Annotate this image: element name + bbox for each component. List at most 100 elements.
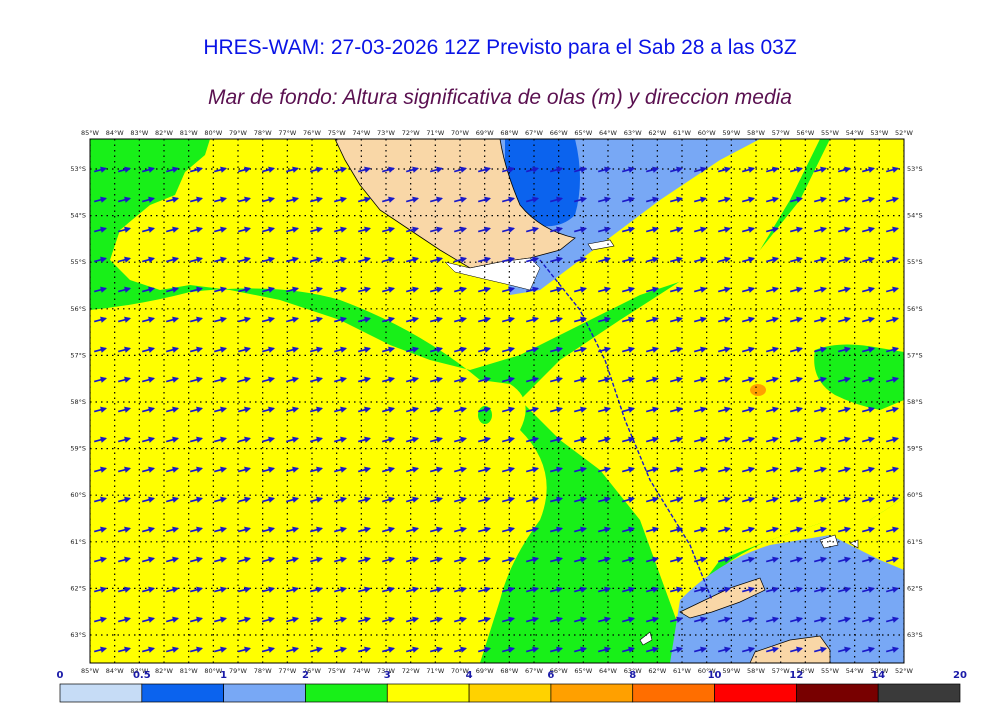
wave-arrow [189,436,204,443]
wave-arrow [453,616,468,623]
lon-label: 72°W [402,129,421,137]
land-islet-east [819,534,839,549]
wave-arrow [213,646,228,653]
wave-arrow [741,226,756,233]
wave-arrow [213,196,228,203]
wave-arrow [189,466,204,473]
wave-arrow [117,496,132,503]
wave-arrow [645,406,660,413]
wave-arrow [789,586,804,593]
wave-arrow [381,466,396,473]
wave-arrow [525,646,540,653]
wave-arrow [357,286,372,293]
wave-arrow [645,316,660,323]
lon-label: 52°W [895,129,914,137]
wave-arrow [645,226,660,233]
wave-direction-arrows [93,166,900,653]
wave-arrow [549,406,564,413]
wave-arrow [765,436,780,443]
wave-arrow [597,256,612,263]
lon-label: 79°W [229,129,248,137]
wave-arrow [525,526,540,533]
wave-arrow [765,616,780,623]
lon-label: 80°W [204,129,223,137]
wave-arrow [789,316,804,323]
wave-arrow [861,376,876,383]
wave-arrow [549,436,564,443]
wave-arrow [885,376,900,383]
wave-arrow [285,526,300,533]
wave-arrow [621,286,636,293]
map-frame [89,138,905,664]
lon-label: 63°W [624,667,643,675]
wave-arrow [861,436,876,443]
lon-label: 55°W [821,667,840,675]
wave-arrow [285,376,300,383]
wave-arrow [213,166,228,173]
lat-label: 56°S [907,305,923,313]
wave-arrow [309,436,324,443]
wave-arrow [813,196,828,203]
wave-arrow [885,466,900,473]
lon-label: 70°W [451,667,470,675]
wave-arrow [717,226,732,233]
wave-arrow [261,256,276,263]
wave-arrow [309,376,324,383]
wave-arrow [309,286,324,293]
wave-arrow [453,586,468,593]
wave-arrow [309,466,324,473]
wave-arrow [861,226,876,233]
wave-zone-0.5-1m [505,139,580,227]
colorbar-tick-label: 20 [953,670,967,681]
wave-arrow [741,256,756,263]
wave-arrow [621,496,636,503]
wave-arrow [789,646,804,653]
wave-arrow [717,616,732,623]
lon-label: 73°W [377,667,396,675]
graticule [90,139,904,663]
wave-arrow [621,196,636,203]
wave-arrow [597,226,612,233]
wave-arrow [693,556,708,563]
wave-arrow [165,616,180,623]
wave-arrow [93,376,108,383]
wave-arrow [861,556,876,563]
latitude-labels-left: 53°S 54°S 55°S 56°S 57°S 58°S 59°S 60°S 61°S 62°S… [70,165,86,639]
wave-arrow [261,406,276,413]
wave-arrow [525,586,540,593]
wave-arrow [117,376,132,383]
wave-arrow [669,436,684,443]
lon-label: 64°W [599,667,618,675]
wave-arrow [165,406,180,413]
lon-label: 52°W [895,667,914,675]
wave-arrow [813,226,828,233]
wave-arrow [669,346,684,353]
longitude-labels-top: 85°W 84°W 83°W 82°W 81°W 80°W 79°W 78°W 77°W 76°W… [81,129,914,137]
wave-arrow [237,646,252,653]
wave-arrow [381,556,396,563]
wave-arrow [885,316,900,323]
wave-arrow [93,436,108,443]
wave-arrow [357,346,372,353]
wave-arrow [285,586,300,593]
wave-arrow [813,166,828,173]
wave-arrow [237,166,252,173]
wave-arrow [693,376,708,383]
wave-arrow [621,586,636,593]
wave-arrow [237,616,252,623]
wave-arrow [477,526,492,533]
wave-arrow [357,466,372,473]
wave-arrow [501,196,516,203]
wave-arrow [717,586,732,593]
wave-arrow [477,406,492,413]
map-area[interactable] [90,139,904,663]
wave-arrow [333,316,348,323]
wave-arrow [789,226,804,233]
wave-arrow [357,316,372,323]
wave-arrow [333,586,348,593]
wave-arrow [357,196,372,203]
wave-arrow [549,616,564,623]
wave-arrow [693,436,708,443]
wave-arrow [741,406,756,413]
wave-arrow [813,346,828,353]
